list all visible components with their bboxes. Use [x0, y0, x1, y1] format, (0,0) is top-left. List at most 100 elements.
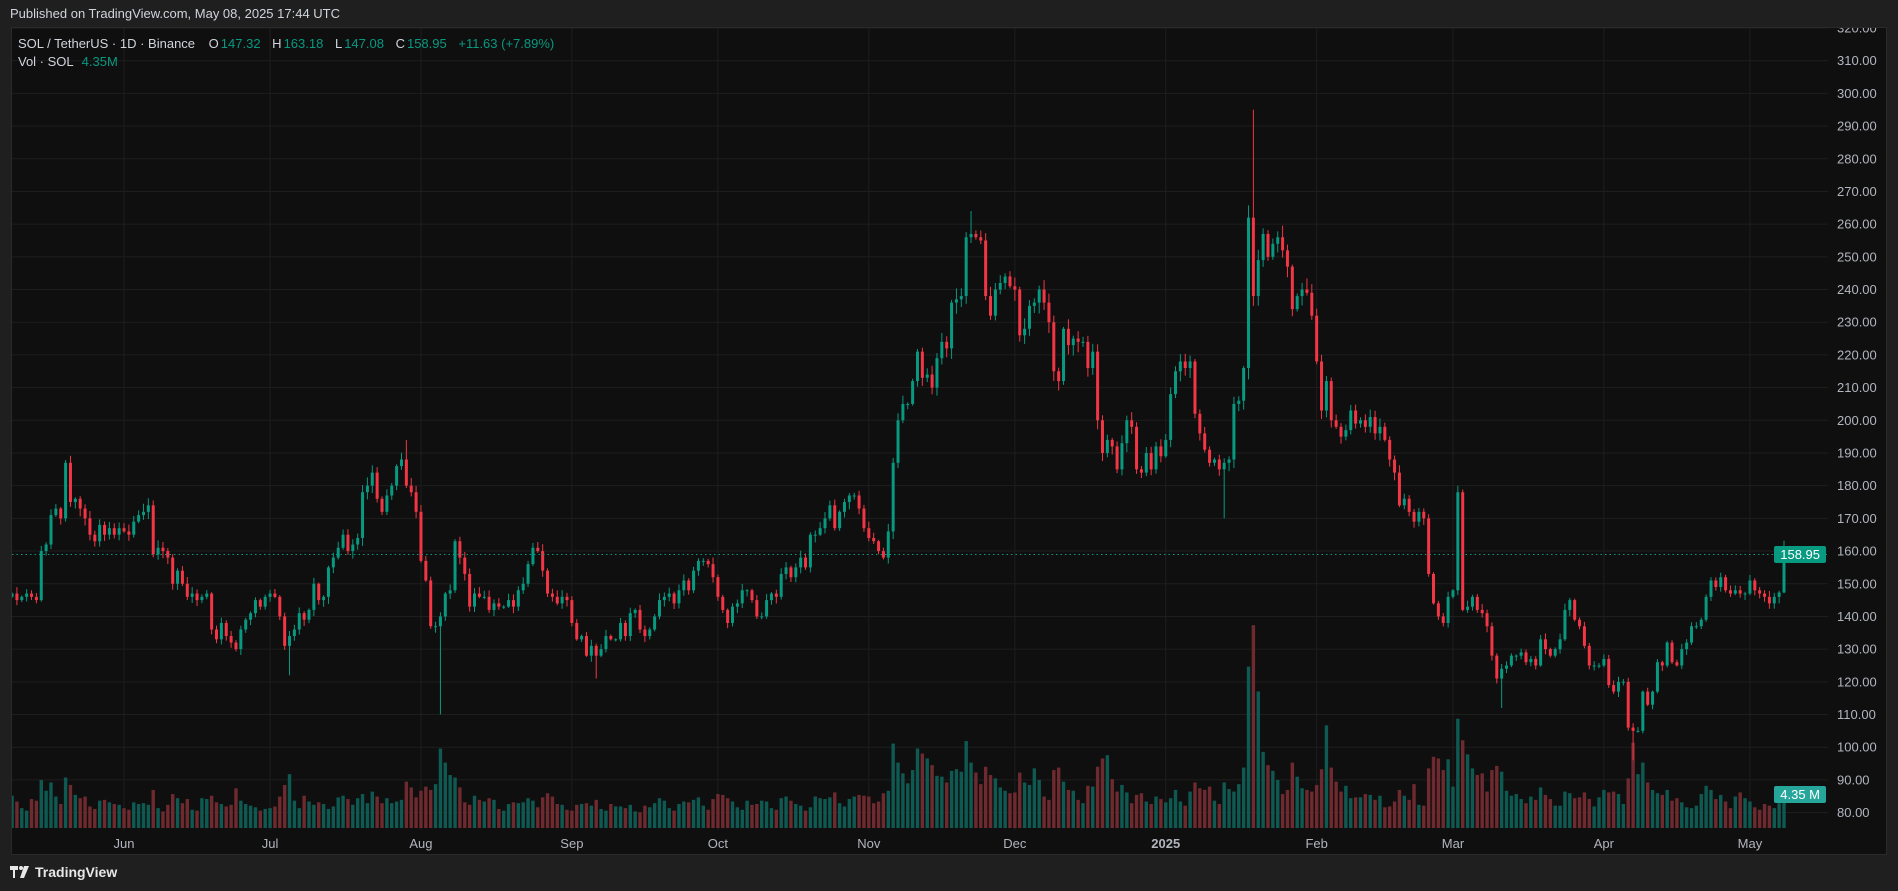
candle-down [1139, 469, 1143, 473]
last-price-badge: 158.95 [1774, 545, 1826, 563]
volume-bar [988, 775, 993, 828]
candle-up [1690, 626, 1694, 643]
volume-bar [1407, 799, 1411, 828]
candle-up [1154, 446, 1158, 470]
time-tick-label: Feb [1305, 836, 1327, 851]
volume-bar [691, 799, 696, 828]
candle-down [1383, 426, 1387, 440]
volume-bar [881, 793, 886, 828]
price-tick-label: 100.00 [1837, 740, 1877, 755]
candle-up [662, 596, 666, 601]
candle-up [1651, 691, 1655, 705]
candle-down [1159, 446, 1163, 457]
volume-bar [1485, 791, 1489, 828]
candle-down [1397, 472, 1401, 506]
volume-bar [1772, 808, 1776, 828]
volume-bar [424, 786, 428, 828]
volume-bar [214, 802, 219, 828]
volume-bar [428, 789, 433, 828]
volume-bar [779, 798, 783, 828]
volume-bar [1159, 799, 1163, 828]
volume-bar [769, 808, 774, 828]
candle-up [560, 596, 564, 604]
volume-bar [1524, 803, 1528, 828]
price-tick-label: 240.00 [1837, 282, 1877, 297]
volume-bar [1436, 758, 1441, 828]
candle-up [696, 560, 700, 571]
candle-up [906, 403, 910, 405]
candle-up [1694, 626, 1698, 628]
volume-bar [1426, 768, 1431, 828]
time-axis[interactable]: Jun Jul Aug Sep Oct Nov Dec 2025 Feb Mar Apr May [114, 836, 1763, 851]
candle-down [1534, 658, 1538, 666]
candle-down [1422, 511, 1426, 519]
candle-up [39, 551, 43, 601]
price-tick-label: 170.00 [1837, 511, 1877, 526]
volume-bar [258, 810, 263, 828]
published-caption: Published on TradingView.com, May 08, 20… [10, 6, 341, 21]
candle-up [735, 603, 739, 607]
candle-up [98, 524, 102, 542]
volume-bar [672, 810, 676, 828]
candle-up [1685, 642, 1689, 650]
volume-bar [1183, 805, 1187, 828]
symbol-title[interactable]: SOL / TetherUS · 1D · Binance [18, 36, 196, 51]
candle-up [599, 649, 603, 656]
grid-lines [12, 28, 1828, 830]
candle-down [166, 551, 170, 558]
volume-bar [1178, 801, 1183, 828]
volume-bar [1212, 800, 1217, 828]
volume-bar [282, 784, 287, 828]
candle-down [302, 613, 306, 620]
volume-label[interactable]: Vol · SOL [18, 54, 74, 69]
candle-down [30, 593, 34, 597]
candle-down [419, 511, 423, 561]
candle-down [930, 374, 934, 388]
volume-bar [862, 795, 866, 828]
candle-up [1655, 662, 1659, 692]
candle-up [745, 590, 749, 592]
volume-bar [1470, 768, 1475, 828]
candle-down [458, 541, 462, 558]
candle-up [1553, 649, 1557, 656]
chart-panel[interactable] [11, 27, 1887, 855]
candle-up [1402, 498, 1406, 506]
volume-bar [355, 798, 360, 828]
volume-bar [930, 765, 934, 828]
volume-bar [696, 797, 701, 828]
time-tick-label: Apr [1594, 836, 1615, 851]
candle-up [1621, 681, 1625, 683]
candle-up [1563, 609, 1567, 640]
volume-bar [68, 784, 73, 828]
volume-bar [842, 806, 847, 828]
last-volume-badge: 4.35 M [1774, 785, 1826, 803]
candle-up [1212, 459, 1216, 463]
volume-bar [886, 790, 890, 828]
volume-bar [1558, 805, 1562, 828]
volume-bar [1105, 755, 1110, 828]
volume-bar [609, 803, 613, 828]
candle-up [1091, 351, 1095, 368]
candle-down [1660, 662, 1664, 666]
candle-up [399, 459, 403, 467]
volume-bar [302, 795, 306, 828]
candle-up [1709, 580, 1713, 597]
candle-up [964, 237, 968, 297]
volume-bar [648, 807, 652, 828]
price-tick-label: 310.00 [1837, 53, 1877, 68]
footer-brand[interactable]: TradingView [10, 864, 117, 880]
volume-bar [93, 808, 97, 828]
volume-bar [706, 809, 710, 828]
volume-bar [750, 804, 754, 828]
candle-down [409, 485, 413, 493]
volume-bar [1203, 789, 1207, 828]
volume-bar [623, 808, 628, 828]
candle-down [1646, 691, 1650, 705]
volume-bar [516, 803, 521, 828]
candle-down [1217, 459, 1221, 470]
volume-bar [1056, 767, 1061, 828]
price-axis[interactable]: 80.00 90.00 100.00 110.00 120.00 130.00 140.00… [1837, 21, 1877, 821]
volume-bar [341, 795, 345, 828]
